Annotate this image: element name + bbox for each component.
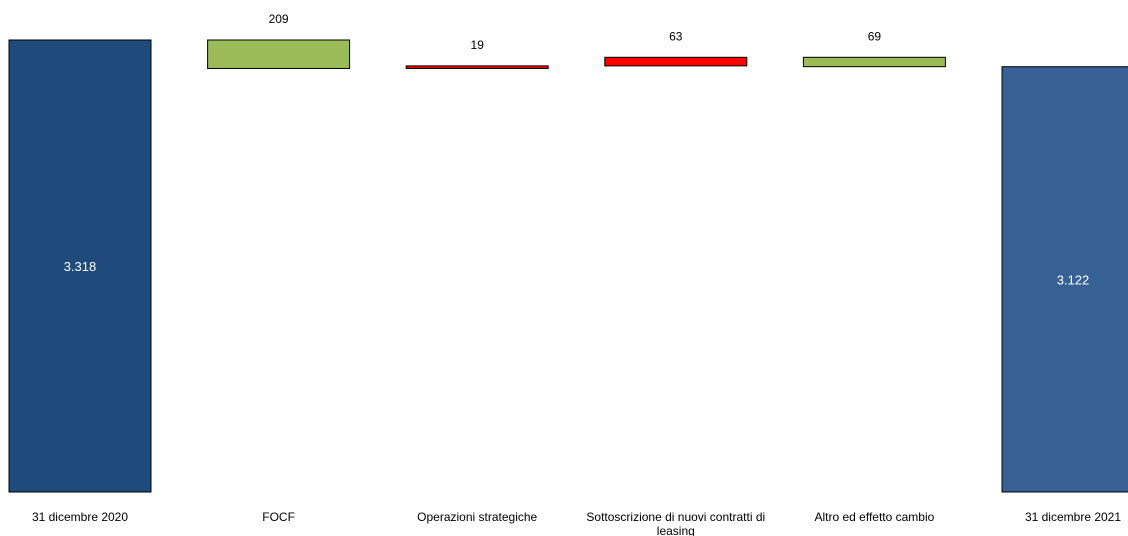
bar-31-dicembre-2020 (8, 39, 152, 493)
bar-altro-ed-effetto-cambio (802, 56, 946, 68)
bar-sottoscrizione-di-nuovi-contratti-di-leasing (604, 56, 748, 67)
category-label-operazioni-strategiche: Operazioni strategiche (417, 510, 537, 524)
bar-focf (207, 39, 351, 69)
bar-operazioni-strategiche (405, 65, 549, 69)
value-label-sottoscrizione-di-nuovi-contratti-di-leasing: 63 (669, 29, 683, 43)
bars-group (8, 39, 1128, 493)
value-labels-group: 3.318 209 19 63 69 3.122 (64, 12, 1090, 287)
category-label-altro-ed-effetto-cambio: Altro ed effetto cambio (814, 510, 934, 524)
category-label-focf: FOCF (262, 510, 295, 524)
value-label-altro-ed-effetto-cambio: 69 (868, 29, 882, 43)
category-label-31-dicembre-2021: 31 dicembre 2021 (1025, 510, 1121, 524)
category-labels-group: 31 dicembre 2020 FOCF Operazioni strategic… (32, 510, 1121, 536)
value-label-31-dicembre-2020: 3.318 (64, 259, 97, 274)
category-label-31-dicembre-2020: 31 dicembre 2020 (32, 510, 128, 524)
category-label-sottoscrizione-di-nuovi-contratti-di-leasing: Sottoscrizione di nuovi contratti di leas… (586, 510, 765, 536)
bar-31-dicembre-2021 (1001, 66, 1128, 493)
value-label-31-dicembre-2021: 3.122 (1057, 272, 1090, 287)
value-label-focf: 209 (269, 12, 289, 26)
value-label-operazioni-strategiche: 19 (471, 38, 485, 52)
